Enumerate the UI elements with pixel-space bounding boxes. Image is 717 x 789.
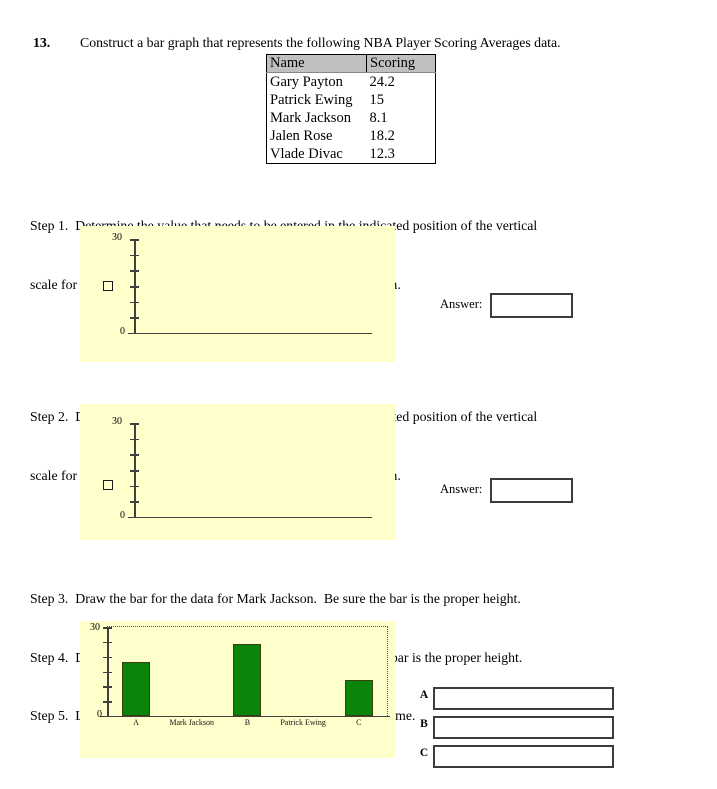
question-text: Construct a bar graph that represents th… xyxy=(80,35,561,50)
chart-category-label: Mark Jackson xyxy=(169,718,215,727)
y-axis-tick xyxy=(103,701,112,703)
player-name: Vlade Divac xyxy=(270,145,343,162)
scoring-table-header-score: Scoring xyxy=(366,54,436,73)
player-name: Patrick Ewing xyxy=(270,91,353,108)
table-row: Gary Payton 24.2 xyxy=(267,73,436,92)
label-c-input[interactable] xyxy=(433,745,614,768)
step1-graph-panel: 30 0 xyxy=(80,226,395,362)
chart-bar-a xyxy=(122,662,150,716)
player-name: Mark Jackson xyxy=(270,109,351,126)
y-axis-zero-label: 0 xyxy=(120,326,125,337)
chart-bar-c xyxy=(344,679,373,716)
indicated-position-box xyxy=(103,280,113,291)
table-row: Jalen Rose 18.2 xyxy=(267,127,436,145)
step1-answer-input[interactable] xyxy=(490,293,573,318)
chart-category-label: A xyxy=(133,718,139,727)
y-axis-tick xyxy=(130,454,139,456)
y-axis-max-label: 30 xyxy=(112,416,122,427)
step2-empty-axis: 30 0 xyxy=(80,410,395,546)
y-axis-zero-label: 0 xyxy=(120,510,125,521)
x-axis-line xyxy=(128,516,372,519)
y-axis-tick xyxy=(130,270,139,272)
player-score: 12.3 xyxy=(369,145,395,162)
x-axis-line xyxy=(100,715,390,718)
step1-answer-label: Answer: xyxy=(440,297,483,311)
chart-category-label: B xyxy=(244,718,251,727)
bar-chart-plot: 30 0 A Mark Jackson B Patrick Ewing C xyxy=(80,621,395,758)
table-row: Patrick Ewing 15 xyxy=(267,91,436,109)
player-score: 18.2 xyxy=(369,127,395,144)
scoring-table: Name Scoring Gary Payton 24.2 Patrick Ew… xyxy=(266,54,436,164)
y-axis-tick xyxy=(130,239,139,241)
player-score: 15 xyxy=(369,91,385,108)
scoring-table-header-row: Name Scoring xyxy=(266,54,436,73)
y-axis-zero-label: 0 xyxy=(97,709,102,720)
y-axis-tick xyxy=(103,641,112,644)
player-name: Jalen Rose xyxy=(270,127,333,144)
bar-chart-panel: 30 0 A Mark Jackson B Patrick Ewing C xyxy=(80,621,395,758)
y-axis-tick xyxy=(130,286,139,288)
table-row: Vlade Divac 12.3 xyxy=(267,145,436,164)
y-axis-tick xyxy=(130,301,139,304)
y-axis-tick xyxy=(130,438,139,441)
y-axis-tick xyxy=(103,671,112,673)
y-axis-tick xyxy=(103,627,112,629)
y-axis-tick xyxy=(130,501,139,503)
dotted-right-border xyxy=(387,626,388,716)
chart-category-label: Patrick Ewing xyxy=(280,718,326,727)
step2-answer-label: Answer: xyxy=(440,482,483,496)
y-axis-tick xyxy=(130,423,139,425)
step2-answer-input[interactable] xyxy=(490,478,573,503)
y-axis-max-label: 30 xyxy=(112,232,122,243)
y-axis-tick xyxy=(103,656,112,659)
table-row: Mark Jackson 8.1 xyxy=(267,109,436,127)
dotted-top-border xyxy=(107,626,388,627)
step3-text: Step 3. Draw the bar for the data for Ma… xyxy=(30,591,521,606)
scoring-table-header-name: Name xyxy=(266,54,367,73)
y-axis-max-label: 30 xyxy=(90,622,100,633)
x-axis-line xyxy=(128,332,372,335)
y-axis-tick xyxy=(103,686,112,688)
question-number: 13. xyxy=(33,35,51,50)
player-score: 8.1 xyxy=(369,109,388,126)
chart-category-label: C xyxy=(356,718,362,727)
label-c: C xyxy=(419,747,429,759)
y-axis-tick xyxy=(130,317,139,319)
step1-empty-axis: 30 0 xyxy=(80,226,395,362)
label-b: B xyxy=(420,718,428,730)
y-axis-tick xyxy=(130,485,139,488)
y-axis-tick xyxy=(130,470,139,472)
indicated-position-box xyxy=(103,480,113,491)
chart-bar-b xyxy=(233,644,262,716)
label-a: A xyxy=(419,689,429,701)
player-score: 24.2 xyxy=(369,73,395,90)
player-name: Gary Payton xyxy=(270,73,343,90)
y-axis-tick xyxy=(130,254,139,257)
step2-graph-panel: 30 0 xyxy=(80,404,395,540)
label-b-input[interactable] xyxy=(433,716,614,739)
label-a-input[interactable] xyxy=(433,687,614,710)
